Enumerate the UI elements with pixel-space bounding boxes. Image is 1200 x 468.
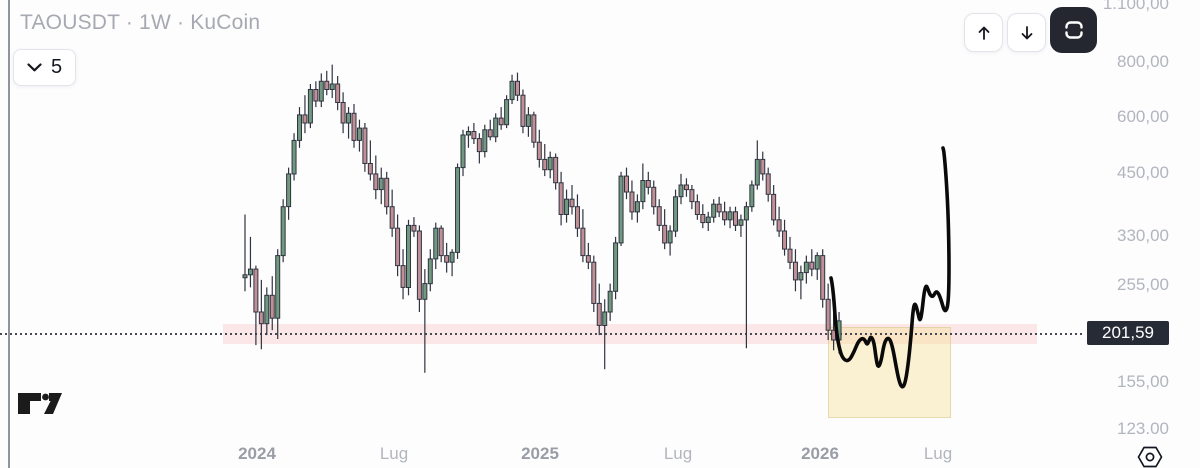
frame-brackets-icon <box>1064 21 1083 39</box>
last-price-badge: 201,59 <box>1087 321 1169 345</box>
price-tick: 255,00 <box>1117 275 1169 294</box>
candlestick-chart-canvas[interactable] <box>0 0 1085 468</box>
interval-value: 5 <box>50 56 63 78</box>
drawing-toolbar-divider <box>8 0 10 468</box>
time-tick: 2024 <box>238 444 276 463</box>
chevron-down-icon <box>27 63 42 72</box>
accumulation-highlight-box <box>828 327 951 418</box>
time-tick: Lug <box>923 444 953 463</box>
price-tick: 330,00 <box>1117 226 1169 245</box>
fullscreen-button[interactable] <box>1050 7 1097 53</box>
scroll-up-button[interactable] <box>964 13 1003 52</box>
time-tick: 2025 <box>521 444 559 463</box>
price-tick: 155,00 <box>1117 372 1169 391</box>
tradingview-logo[interactable] <box>17 392 63 416</box>
scroll-down-button[interactable] <box>1007 13 1046 52</box>
arrow-up-icon <box>978 26 989 40</box>
price-scale-visibility-icon[interactable] <box>1137 446 1163 468</box>
arrow-down-icon <box>1021 25 1032 39</box>
symbol-title: TAOUSDT · 1W · KuCoin <box>20 11 261 34</box>
price-tick: 600,00 <box>1117 107 1169 126</box>
candles-group <box>242 64 842 373</box>
projection-drawing <box>829 146 951 389</box>
price-tick: 800,00 <box>1117 52 1169 71</box>
time-tick: Lug <box>379 444 409 463</box>
price-tick: 450,00 <box>1117 163 1169 182</box>
price-tick: 123.00 <box>1117 419 1169 438</box>
last-price-dotted-line <box>0 333 1085 335</box>
price-tick: 1.100,00 <box>1102 0 1169 13</box>
time-tick: 2026 <box>801 444 839 463</box>
time-tick: Lug <box>663 444 693 463</box>
interval-dropdown-button[interactable]: 5 <box>13 49 76 86</box>
